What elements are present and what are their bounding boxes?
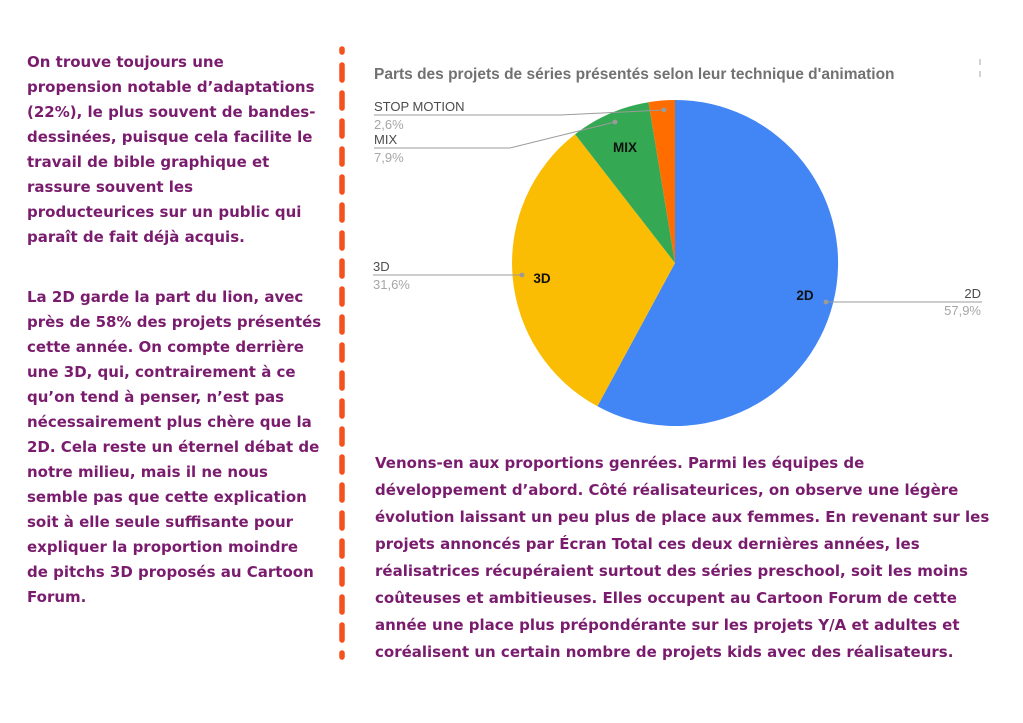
pie-slice-stop-motion [648, 100, 675, 263]
callout-percent-2d: 57,9% [944, 303, 981, 318]
pie-slice-mix [575, 102, 675, 263]
selection-handle-artifact [979, 59, 981, 77]
slice-inside-label-2d: 2D [796, 288, 814, 303]
callout-label-stop-motion: STOP MOTION [374, 99, 465, 114]
leader-dot-3d [519, 272, 525, 278]
slice-inside-label-3d: 3D [533, 271, 551, 286]
paragraph-gender-proportions: Venons-en aux proportions genrées. Parmi… [375, 454, 990, 661]
callout-label-mix: MIX [374, 132, 397, 147]
pie-chart-figure: Parts des projets de séries présentés se… [360, 55, 1023, 450]
leader-dot-2d [823, 299, 829, 305]
paragraph-2d-vs-3d: La 2D garde la part du lion, avec près d… [27, 288, 322, 606]
callout-label-3d: 3D [373, 259, 390, 274]
chart-title: Parts des projets de séries présentés se… [374, 66, 895, 83]
leader-dot-mix [612, 119, 618, 125]
pie-slice-3d [512, 134, 675, 407]
dashed-divider [339, 46, 345, 660]
leader-line-stop-motion [374, 109, 665, 116]
leader-dot-stop-motion [661, 107, 667, 113]
pie-slice-2d [597, 99, 839, 426]
leader-line-mix [374, 121, 616, 149]
callout-percent-stop-motion: 2,6% [374, 117, 404, 132]
slice-inside-label-mix: MIX [613, 140, 637, 155]
left-text-column: On trouve toujours une propension notabl… [27, 50, 337, 645]
paragraph-adaptations: On trouve toujours une propension notabl… [27, 53, 316, 246]
pie-chart-svg: 2D 57,9% 2D 3D 31,6% 3D MIX 7,9% MIX STOP MOTION 2… [373, 99, 982, 426]
callout-percent-3d: 31,6% [373, 277, 410, 292]
callout-label-2d: 2D [964, 286, 981, 301]
callout-percent-mix: 7,9% [374, 150, 404, 165]
